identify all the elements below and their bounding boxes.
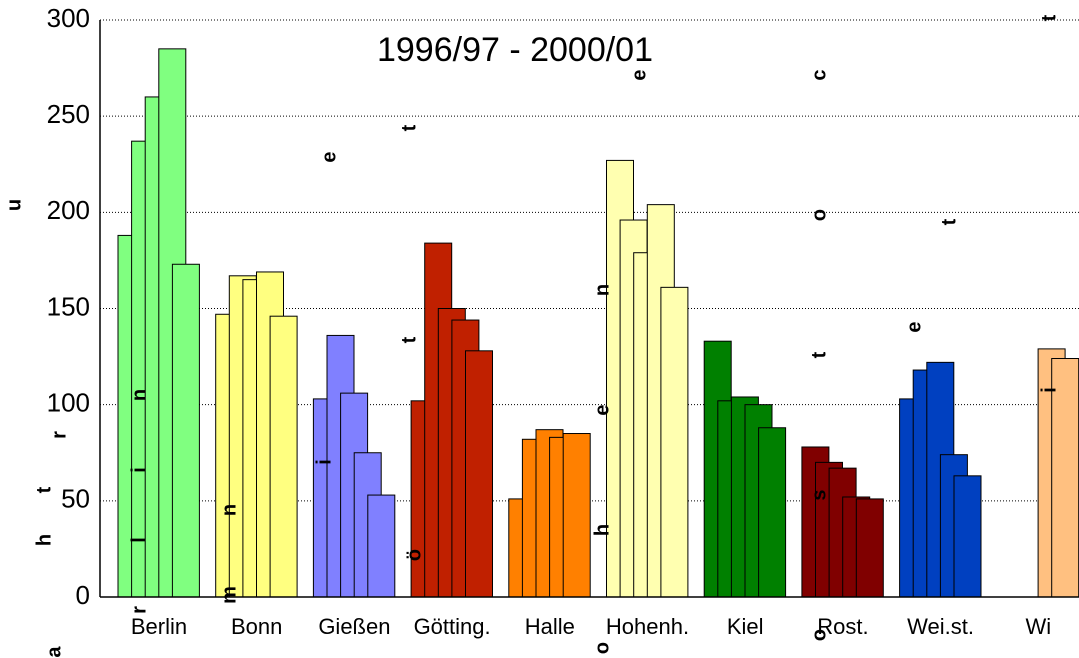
bar <box>269 315 298 598</box>
bar <box>171 263 200 598</box>
annotation: i <box>128 467 150 473</box>
x-tick-label: Halle <box>525 614 575 639</box>
annotation: e <box>591 404 613 415</box>
x-tick-label: Bonn <box>231 614 282 639</box>
bar <box>465 350 493 598</box>
annotation: t <box>808 351 830 358</box>
annotation: r <box>128 606 150 614</box>
x-tick-label: Wi <box>1025 614 1051 639</box>
y-tick-label: 150 <box>47 291 90 321</box>
annotation: m <box>218 586 240 604</box>
bar <box>758 427 787 598</box>
x-tick-label: Gießen <box>318 614 390 639</box>
annotation: h <box>591 524 613 536</box>
chart-title: 1996/97 - 2000/01 <box>377 31 653 69</box>
bar <box>660 286 689 598</box>
annotation: h <box>33 534 55 546</box>
x-tick-label: Wei.st. <box>907 614 974 639</box>
x-tick-label: Berlin <box>131 614 187 639</box>
bar <box>1051 358 1079 598</box>
y-tick-label: 200 <box>47 195 90 225</box>
annotation: a <box>43 646 65 658</box>
annotation: c <box>808 69 830 80</box>
y-tick-label: 50 <box>61 484 90 514</box>
annotation: t <box>938 218 960 225</box>
annotation: u <box>3 199 25 211</box>
annotation: t <box>398 336 420 343</box>
annotation: s <box>808 489 830 500</box>
y-tick-label: 300 <box>47 3 90 33</box>
x-tick-label: Rost. <box>817 614 868 639</box>
annotation: ö <box>403 549 425 561</box>
annotation: r <box>48 431 70 439</box>
annotation: t <box>398 124 420 131</box>
y-tick-label: 0 <box>76 580 90 610</box>
x-tick-label: Hohenh. <box>606 614 689 639</box>
bar <box>855 498 884 598</box>
annotation: t <box>1038 14 1060 21</box>
annotation: o <box>808 209 830 221</box>
annotation: e <box>903 321 925 332</box>
annotation: o <box>808 629 830 641</box>
bar <box>562 433 591 598</box>
annotation: n <box>128 389 150 401</box>
y-tick-label: 250 <box>47 99 90 129</box>
y-tick-label: 100 <box>47 388 90 418</box>
annotation: i <box>1038 387 1060 393</box>
annotation: e <box>628 69 650 80</box>
x-tick-label: Götting. <box>414 614 491 639</box>
annotation: e <box>318 151 340 162</box>
annotation: o <box>591 642 613 654</box>
annotation: n <box>591 284 613 296</box>
bar <box>953 475 982 598</box>
annotation: n <box>218 504 240 516</box>
annotation: l <box>128 537 150 543</box>
bar <box>367 494 396 598</box>
annotation: t <box>33 486 55 493</box>
x-tick-label: Kiel <box>727 614 764 639</box>
annotation: i <box>313 459 335 465</box>
